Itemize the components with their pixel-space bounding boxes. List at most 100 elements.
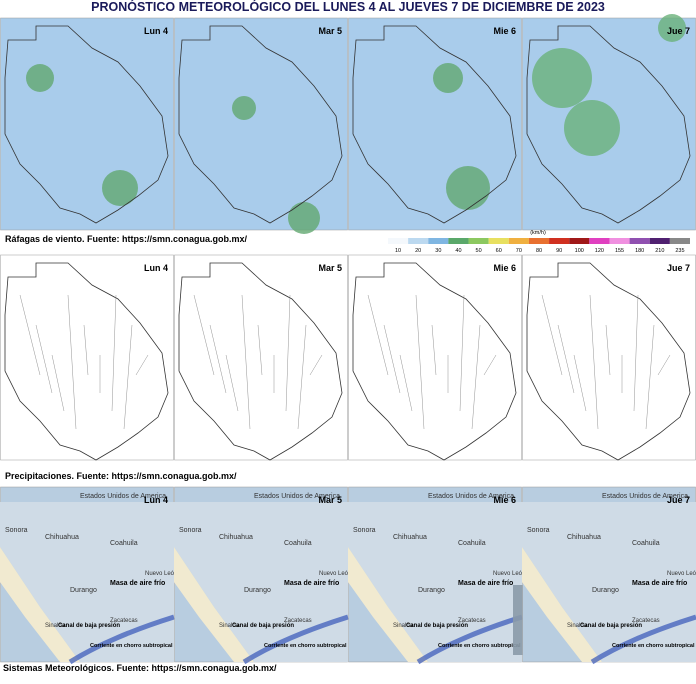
wind-area xyxy=(232,96,256,120)
day-label: Jue 7 xyxy=(667,495,690,505)
region-label: Zacatecas xyxy=(110,618,138,624)
legend-tick: 60 xyxy=(496,248,502,254)
system-label: Masa de aire frío xyxy=(284,580,339,587)
legend-swatch xyxy=(649,238,670,244)
municipality-border xyxy=(605,324,611,376)
municipality-border xyxy=(135,354,149,376)
system-label: Corriente en chorro subtropical xyxy=(264,643,347,649)
map-panel: Mie 6 xyxy=(348,254,522,461)
wind-area xyxy=(26,64,54,92)
map-panel: Mar 5 xyxy=(174,254,348,461)
cold-front xyxy=(242,614,349,665)
title: PRONÓSTICO METEOROLÓGICO DEL LUNES 4 AL … xyxy=(91,0,605,14)
municipality-border xyxy=(35,324,53,394)
region-label: Durango xyxy=(244,587,271,594)
legend-tick: 10 xyxy=(395,248,401,254)
municipality-border xyxy=(111,294,117,412)
land xyxy=(174,502,348,662)
municipality-border xyxy=(209,324,227,394)
legend-swatch xyxy=(468,238,489,244)
region-label: Estados Unidos de America xyxy=(428,493,514,500)
cold-front xyxy=(590,614,696,665)
municipality-border xyxy=(225,354,239,412)
municipality-border xyxy=(557,324,575,394)
wind-area xyxy=(433,63,463,93)
system-label: Corriente en chorro subtropical xyxy=(438,643,521,649)
region-label: Coahuila xyxy=(284,540,312,547)
day-label: Mie 6 xyxy=(493,495,516,505)
region-label: Sonora xyxy=(179,527,202,534)
legend-tick: 100 xyxy=(575,248,584,254)
wind-area xyxy=(102,170,138,206)
legend-swatch xyxy=(488,238,509,244)
legend-swatch xyxy=(629,238,650,244)
legend-swatch xyxy=(508,238,529,244)
region-label: Sonora xyxy=(353,527,376,534)
land xyxy=(0,502,174,662)
cold-front xyxy=(68,614,175,665)
system-label: Canal de baja presión xyxy=(232,623,294,629)
municipality-border xyxy=(645,324,655,430)
municipality-border xyxy=(193,294,215,376)
region-label: Sonora xyxy=(527,527,550,534)
region-label: Durango xyxy=(418,587,445,594)
municipality-border xyxy=(399,354,413,412)
region-label: Zacatecas xyxy=(458,618,486,624)
legend-tick: 90 xyxy=(556,248,562,254)
system-label: Canal de baja presión xyxy=(58,623,120,629)
municipality-border xyxy=(459,294,465,412)
legend-tick: 210 xyxy=(655,248,664,254)
day-label: Lun 4 xyxy=(144,26,168,36)
region-label: Sinaloa xyxy=(567,623,588,629)
map-panel: Mie 6 xyxy=(348,17,522,231)
legend-tick: 70 xyxy=(516,248,522,254)
municipality-border xyxy=(123,324,133,430)
land xyxy=(522,502,696,662)
municipality-border xyxy=(573,354,587,412)
map-panel: Lun 4 xyxy=(0,254,174,461)
day-label: Lun 4 xyxy=(144,263,168,273)
municipality-border xyxy=(383,324,401,394)
region-label: Chihuahua xyxy=(45,534,79,541)
legend-swatch xyxy=(589,238,610,244)
legend-tick: 20 xyxy=(415,248,421,254)
panel-frame xyxy=(348,17,522,231)
day-label: Mie 6 xyxy=(493,26,516,36)
legend-swatch xyxy=(609,238,630,244)
region-label: Sonora xyxy=(5,527,28,534)
caption: Sistemas Meteorológicos. Fuente: https:/… xyxy=(3,663,277,673)
region-label: Sinaloa xyxy=(45,623,66,629)
region-label: Estados Unidos de America xyxy=(602,493,688,500)
day-label: Jue 7 xyxy=(667,26,690,36)
legend-swatch xyxy=(549,238,570,244)
municipality-border xyxy=(367,294,389,376)
wind-area xyxy=(532,48,592,108)
system-label: Corriente en chorro subtropical xyxy=(90,643,173,649)
day-label: Mie 6 xyxy=(493,263,516,273)
region-label: Nuevo León xyxy=(319,571,351,577)
municipality-border xyxy=(241,294,251,430)
day-label: Mar 5 xyxy=(318,263,342,273)
system-label: Canal de baja presión xyxy=(580,623,642,629)
municipality-border xyxy=(415,294,425,430)
caption: Ráfagas de viento. Fuente: https://smn.c… xyxy=(5,234,248,244)
land xyxy=(348,502,522,662)
legend-tick: 50 xyxy=(476,248,482,254)
map-panel: Estados Unidos de America Sonora Chihuahua… xyxy=(174,486,351,665)
region-label: Nuevo León xyxy=(667,571,696,577)
region-label: Estados Unidos de America xyxy=(254,493,340,500)
wind-area xyxy=(658,14,686,42)
region-label: Coahuila xyxy=(632,540,660,547)
map-panel: Jue 7 xyxy=(522,254,696,461)
municipality-border xyxy=(285,294,291,412)
panel-frame xyxy=(0,17,174,231)
legend-swatch xyxy=(569,238,590,244)
region-label: Nuevo León xyxy=(493,571,525,577)
region-label: Durango xyxy=(70,587,97,594)
system-label: Masa de aire frío xyxy=(110,580,165,587)
region-label: Zacatecas xyxy=(284,618,312,624)
legend-tick: 120 xyxy=(595,248,604,254)
region-label: Coahuila xyxy=(110,540,138,547)
legend-tick: 155 xyxy=(615,248,624,254)
legend-tick: 80 xyxy=(536,248,542,254)
